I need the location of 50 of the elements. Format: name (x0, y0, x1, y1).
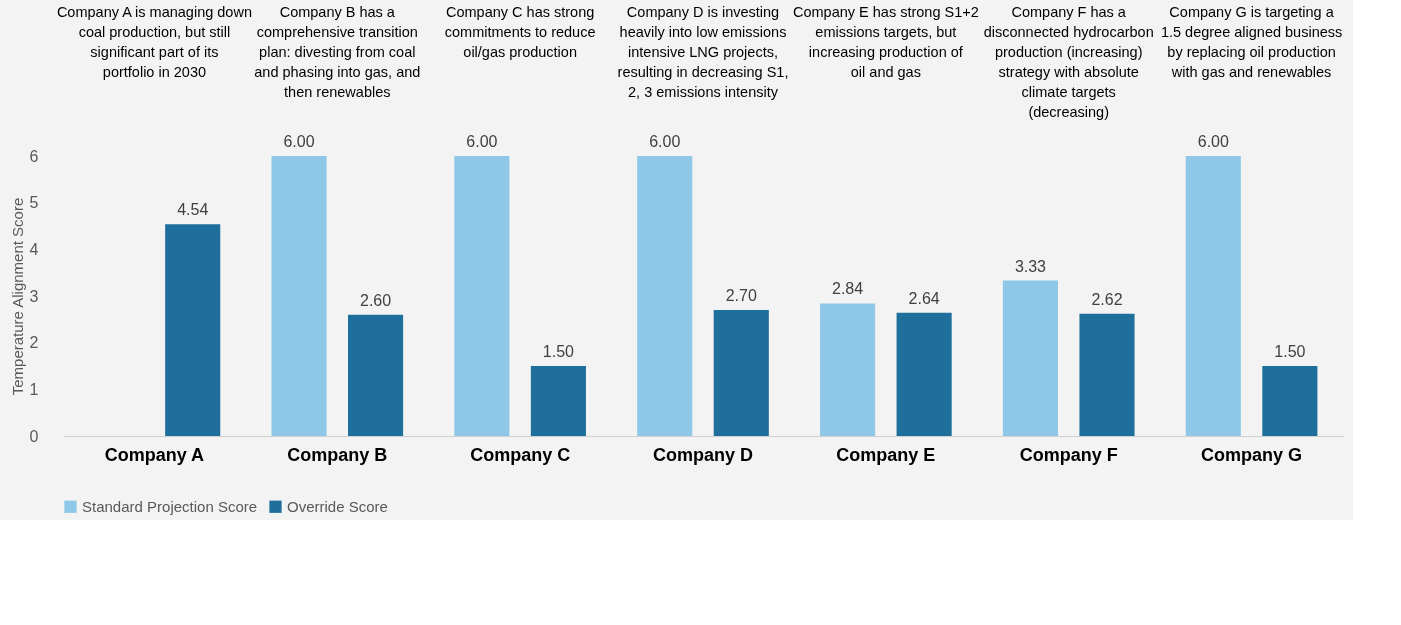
data-label: 4.54 (177, 201, 209, 219)
data-label: 2.62 (1091, 290, 1123, 308)
y-tick-label: 2 (29, 334, 39, 352)
data-label: 2.84 (832, 280, 864, 298)
bar (1079, 313, 1135, 436)
bar (820, 303, 876, 436)
data-label: 2.70 (725, 287, 757, 304)
y-tick-label: 6 (29, 147, 39, 165)
data-label: 2.64 (908, 289, 940, 307)
legend-label: Override Score (287, 497, 388, 515)
text: Company A is managing down coal production, but still significant part of its portfolio in 2030 (56, 4, 252, 80)
bar (1262, 366, 1318, 436)
y-tick-label: 3 (29, 287, 39, 305)
x-tick-label: Company C (470, 444, 571, 465)
data-label: 1.50 (542, 343, 575, 360)
x-tick-label: Company D (652, 444, 754, 465)
data-label: 6.00 (283, 133, 315, 150)
x-tick-label: Company A (104, 444, 205, 465)
bar (530, 366, 586, 436)
bar (165, 224, 221, 436)
y-axis-title: Temperature Alignment Score (8, 197, 26, 396)
x-tick-label: Company E (836, 444, 936, 465)
x-tick-label: Company F (1019, 444, 1118, 465)
bar (454, 156, 510, 436)
text: Company F has a disconnected hydrocarbon production (increasing) strategy with absolute climate targets (decreasing) (983, 4, 1154, 120)
y-tick-label: 4 (29, 240, 39, 258)
y-tick-label: 1 (29, 380, 39, 398)
bar (1002, 280, 1058, 436)
data-label: 2.60 (359, 291, 392, 309)
data-label: 6.00 (1197, 133, 1229, 150)
text: Company E has strong S1+2 emissions targets, but increasing production of oil and gas (792, 4, 979, 80)
x-tick-label: Company G (1201, 444, 1303, 465)
bar (713, 310, 769, 436)
data-label: 1.50 (1274, 343, 1306, 360)
text: Company D is investing heavily into low emissions intensive LNG projects, resulting in decreasing S1, 2, 3 emissions intensity (617, 4, 789, 100)
bar (896, 312, 952, 436)
bar (348, 314, 404, 436)
x-tick-label: Company B (287, 444, 388, 465)
data-label: 3.33 (1014, 257, 1047, 275)
bar (637, 156, 693, 436)
data-label: 6.00 (466, 133, 498, 150)
y-tick-label: 0 (29, 427, 39, 445)
text: Company B has a comprehensive transition plan: divesting from coal and phasing into gas, and then renewables (254, 4, 421, 100)
bar (271, 156, 327, 436)
text: Company G is targeting a 1.5 degree aligned business by replacing oil production with gas and renewables (1160, 4, 1343, 80)
legend-label: Standard Projection Score (82, 497, 258, 515)
bar (1185, 156, 1241, 436)
text: Company C has strong commitments to reduce oil/gas production (444, 4, 596, 60)
y-tick-label: 5 (29, 194, 39, 212)
data-label: 6.00 (649, 133, 681, 150)
